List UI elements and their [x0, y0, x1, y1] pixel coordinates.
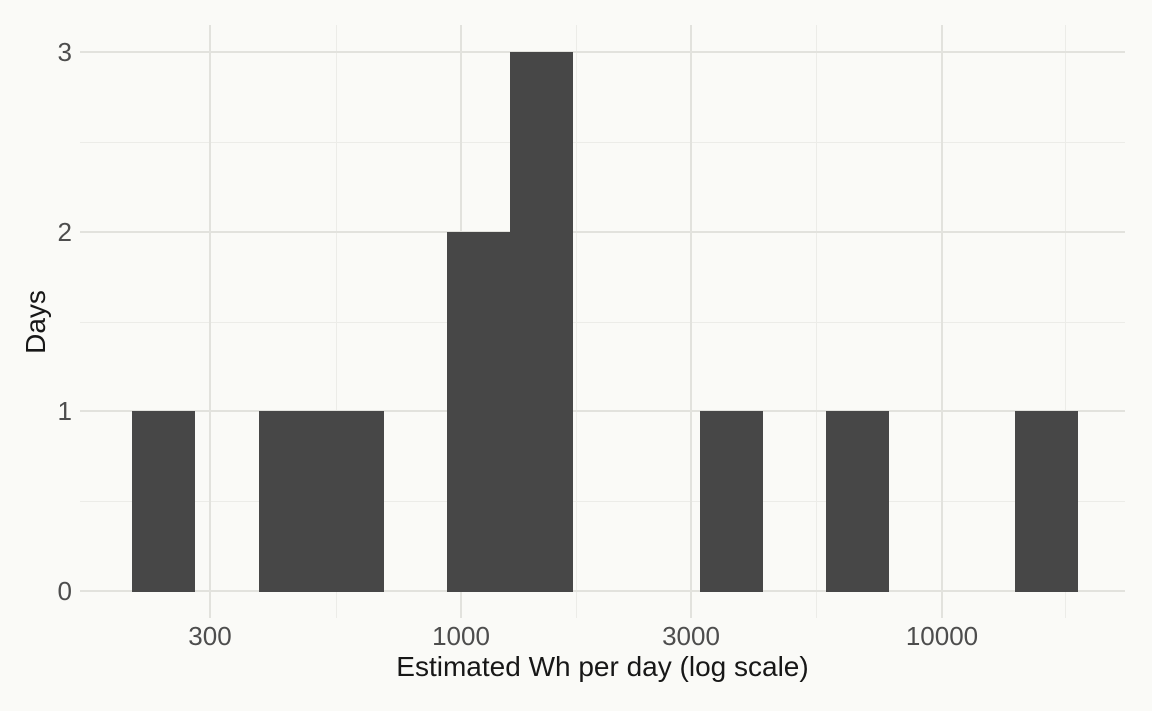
- y-major-gridline: [80, 590, 1125, 592]
- x-tick-label: 3000: [662, 621, 720, 651]
- histogram-bar: [510, 52, 573, 592]
- y-major-gridline: [80, 231, 1125, 233]
- y-minor-gridline: [80, 321, 1125, 323]
- y-tick-label: 3: [57, 37, 72, 67]
- y-minor-gridline: [80, 141, 1125, 143]
- histogram-bar: [447, 232, 510, 592]
- y-major-gridline: [80, 410, 1125, 412]
- histogram-bar: [700, 411, 763, 592]
- histogram-bar: [259, 411, 384, 592]
- x-major-gridline: [209, 25, 211, 618]
- y-minor-gridline: [80, 500, 1125, 502]
- x-major-gridline: [941, 25, 943, 618]
- histogram-bar: [132, 411, 195, 592]
- x-axis-title: Estimated Wh per day (log scale): [396, 651, 809, 682]
- y-tick-label: 2: [57, 217, 72, 247]
- x-tick-label: 10000: [905, 621, 979, 651]
- y-axis-title: Days: [20, 290, 51, 354]
- y-major-gridline: [80, 51, 1125, 53]
- x-tick-label: 1000: [432, 621, 490, 651]
- x-tick-label: 300: [188, 621, 232, 651]
- histogram-bar: [826, 411, 889, 592]
- x-major-gridline: [690, 25, 692, 618]
- histogram-bar: [1015, 411, 1078, 592]
- y-tick-label: 1: [57, 396, 72, 426]
- y-tick-label: 0: [57, 576, 72, 606]
